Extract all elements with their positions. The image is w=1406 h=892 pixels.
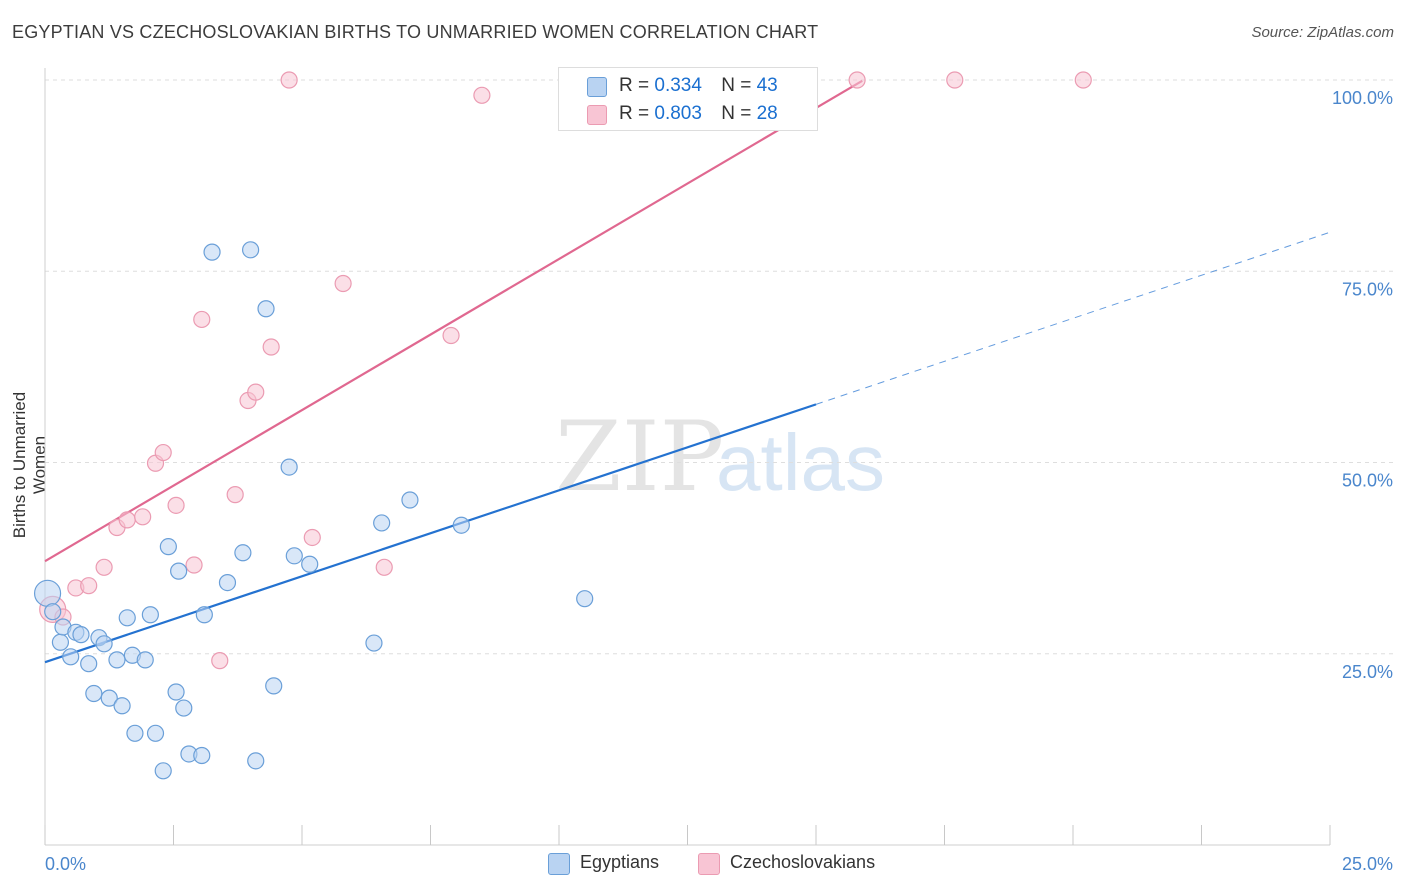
point-czechoslovakians [262,338,280,356]
bottom-legend-egyptians: Egyptians [580,852,660,872]
point-egyptians [51,633,70,651]
point-egyptians [136,651,154,669]
legend-r-label: R = [619,75,650,96]
legend-r-label: R = [619,103,650,124]
legend-row-blue: R = 0.334 N = 43 [619,75,778,97]
point-egyptians [373,514,391,532]
x-tick-label: 0.0% [45,854,86,874]
bottom-legend-swatch-blue [548,853,570,875]
point-egyptians [113,697,131,715]
point-egyptians [401,491,419,509]
point-egyptians [175,699,193,717]
correlation-legend: R = 0.334 N = 43 R = 0.803 N = 28 [558,67,818,131]
point-czechoslovakians [247,383,265,401]
point-czechoslovakians [848,71,866,89]
point-egyptians [203,243,221,261]
point-czechoslovakians [1074,71,1092,89]
watermark-zip: ZIP [555,401,724,513]
point-egyptians [95,635,113,653]
legend-n-blue: 43 [756,75,778,96]
point-egyptians [108,651,126,669]
trendline-czechoslovakians [44,79,863,563]
y-tick-label: 50.0% [1342,471,1393,491]
point-czechoslovakians [280,71,298,89]
point-czechoslovakians [154,443,172,462]
point-egyptians [33,579,62,607]
point-egyptians [193,746,211,765]
y-tick-label: 75.0% [1342,279,1393,299]
legend-n-pink: 28 [756,103,778,124]
point-egyptians [85,684,103,703]
x-tick-label: 25.0% [1342,854,1393,874]
legend-row-pink: R = 0.803 N = 28 [619,103,778,125]
point-czechoslovakians [946,71,964,89]
point-egyptians [265,677,283,695]
bottom-legend-swatch-pink [698,853,720,875]
point-czechoslovakians [185,556,203,574]
point-egyptians [247,752,265,770]
trendline-egyptians [44,403,817,664]
point-egyptians [285,547,303,565]
point-czechoslovakians [473,86,491,104]
point-egyptians [100,689,118,707]
point-egyptians [170,562,188,580]
legend-n-label: N = [721,75,752,96]
point-czechoslovakians [95,558,113,576]
point-egyptians [159,538,177,556]
legend-swatch-blue [587,77,607,97]
point-egyptians [365,634,383,652]
point-czechoslovakians [334,274,352,293]
point-egyptians [576,590,594,608]
source-label: Source: ZipAtlas.com [1251,24,1394,41]
point-czechoslovakians [442,326,460,345]
point-czechoslovakians [118,511,136,529]
point-egyptians [452,516,470,534]
point-egyptians [62,648,80,666]
point-czechoslovakians [211,652,229,670]
point-egyptians [167,683,185,701]
bottom-legend-czechoslovakians: Czechoslovakians [730,852,876,872]
legend-r-blue: 0.334 [654,75,702,96]
point-czechoslovakians [375,558,393,576]
point-czechoslovakians [226,486,244,504]
legend-r-pink: 0.803 [654,103,702,124]
point-czechoslovakians [167,496,185,514]
point-czechoslovakians [193,310,211,329]
point-czechoslovakians [134,508,152,526]
point-egyptians [234,544,252,562]
point-czechoslovakians [303,528,321,547]
point-egyptians [146,724,165,742]
point-czechoslovakians [80,577,98,595]
point-egyptians [218,574,237,592]
trendline-extension-egyptians [815,231,1331,405]
legend-n-label: N = [721,103,752,124]
point-egyptians [118,609,136,627]
point-egyptians [141,606,159,624]
point-egyptians [195,606,213,624]
point-egyptians [72,626,90,644]
point-egyptians [44,603,62,621]
point-egyptians [242,241,260,259]
point-egyptians [126,724,144,742]
point-egyptians [280,458,298,476]
y-tick-label: 100.0% [1332,88,1393,108]
legend-swatch-pink [587,105,607,125]
point-egyptians [154,762,172,780]
y-tick-label: 25.0% [1342,662,1393,682]
chart-title: EGYPTIAN VS CZECHOSLOVAKIAN BIRTHS TO UN… [12,22,819,42]
point-egyptians [80,655,98,673]
point-egyptians [257,300,275,318]
point-egyptians [301,555,319,573]
